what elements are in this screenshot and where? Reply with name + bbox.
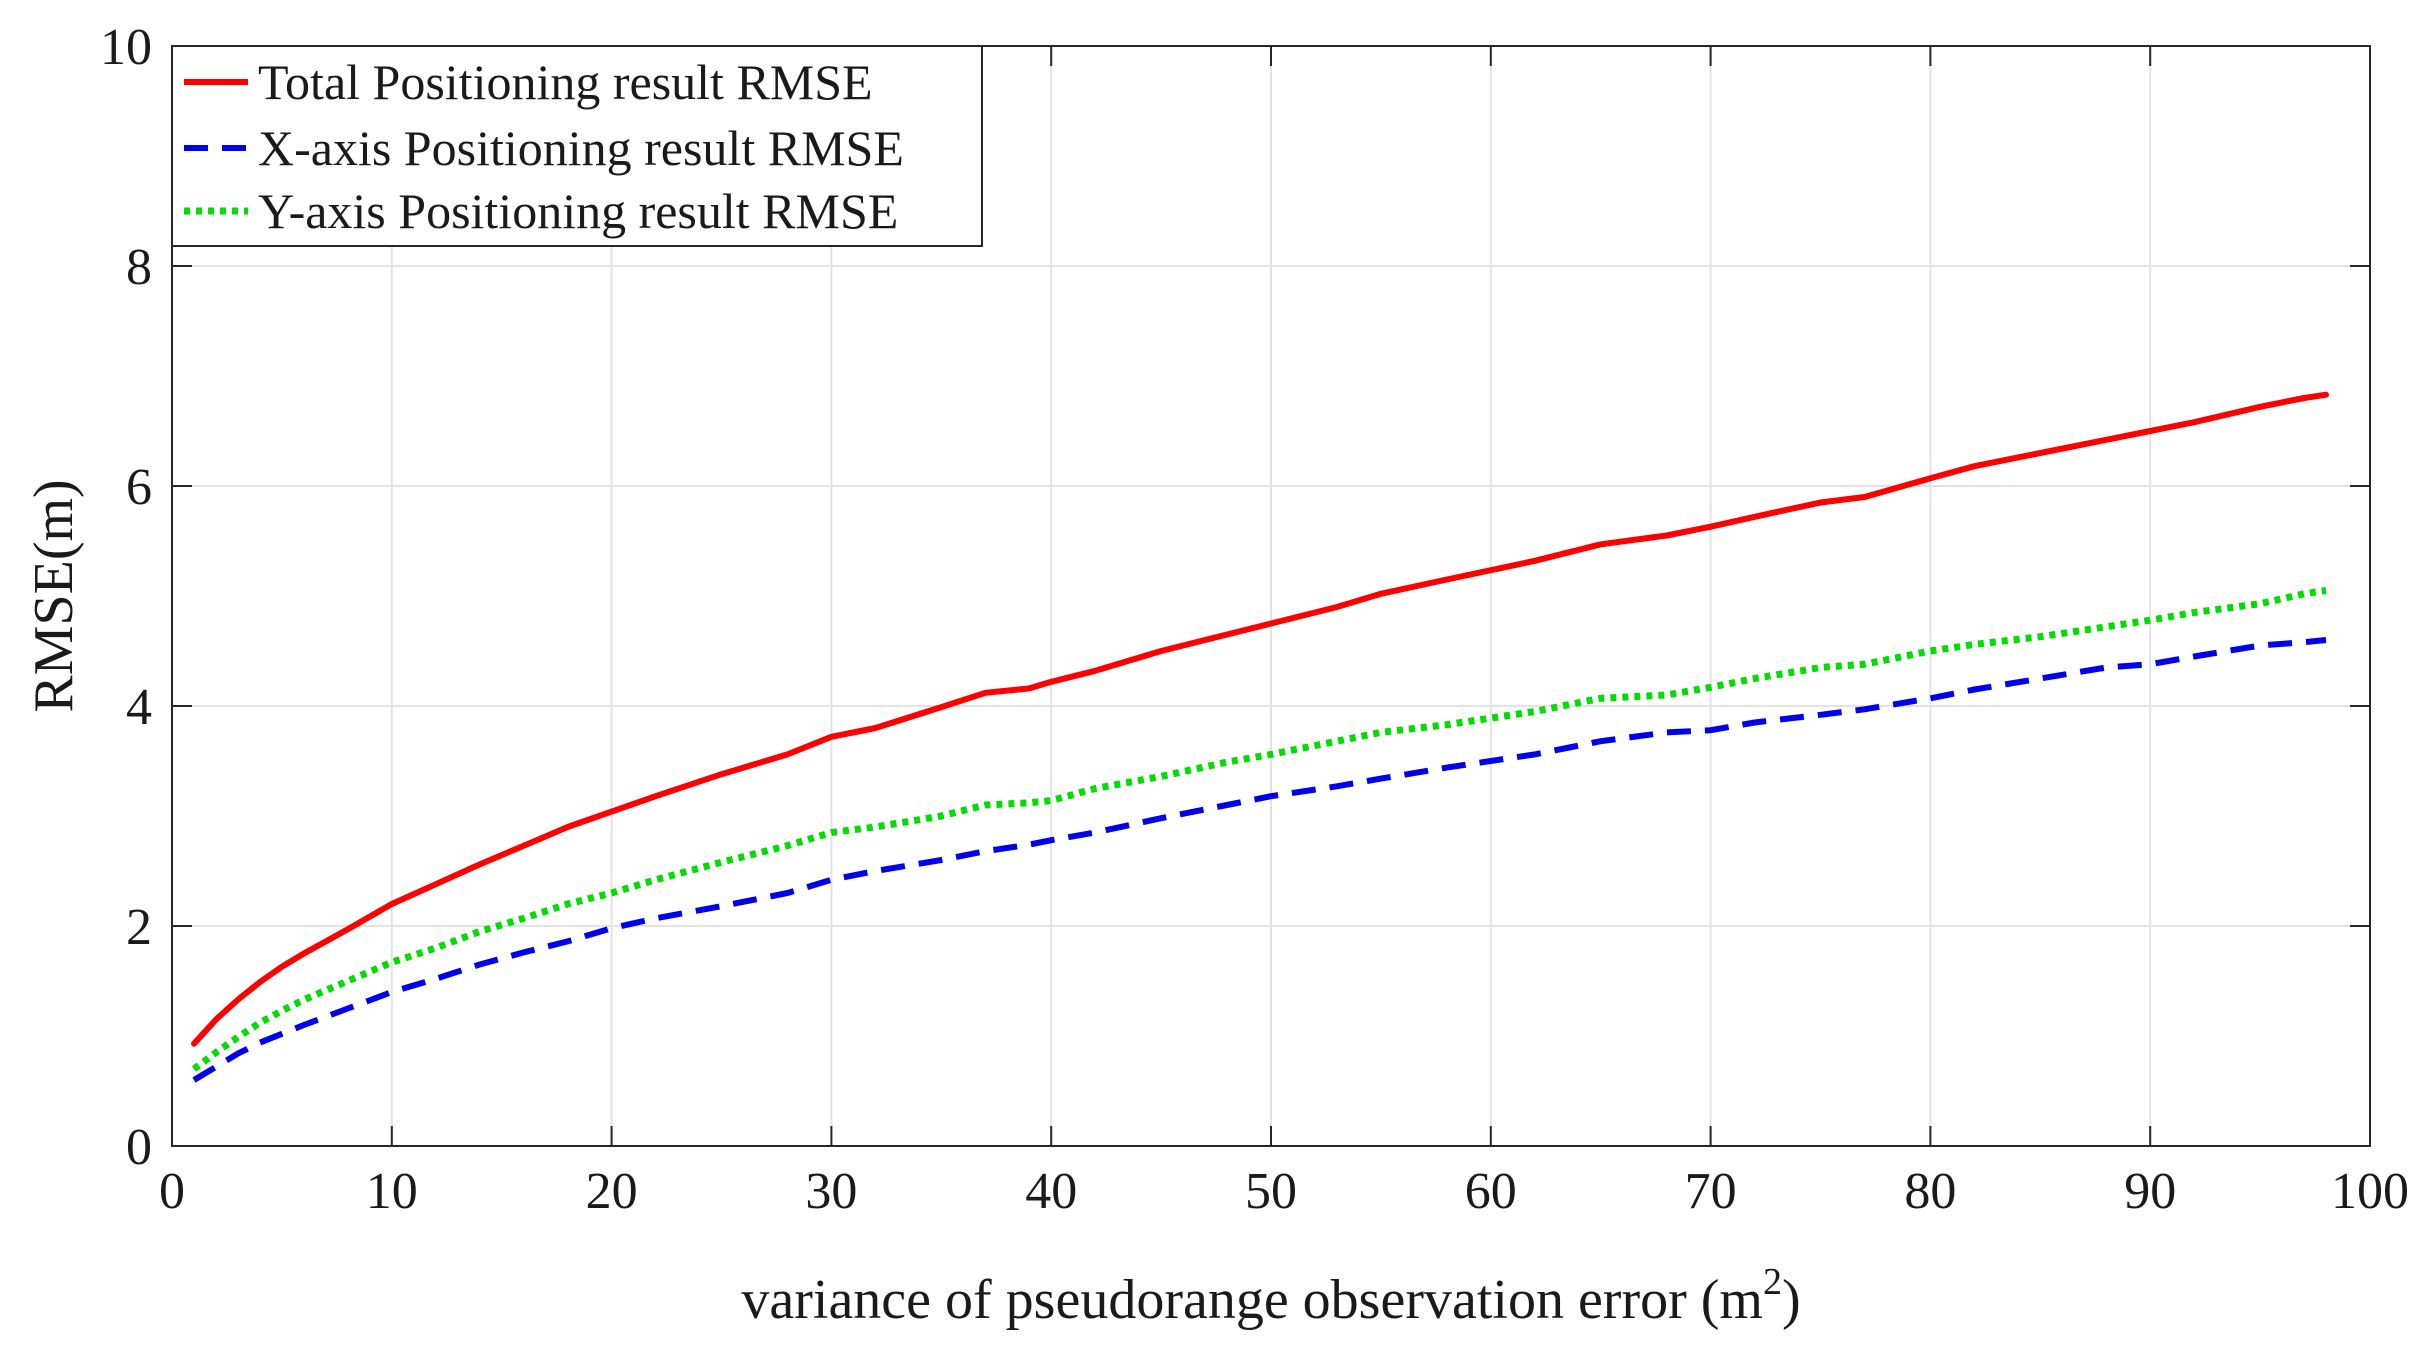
legend-box [171,45,983,247]
grid [172,46,2370,1146]
series-line-y-axis [191,587,2327,1072]
y-tick-label: 4 [126,679,152,736]
y-tick-label: 2 [126,899,152,956]
x-tick-label: 60 [1465,1163,1517,1220]
x-tick-label: 0 [159,1163,185,1220]
y-tick-label: 8 [126,239,152,296]
series-group [191,391,2329,1083]
x-tick-label: 30 [805,1163,857,1220]
legend-label-y-axis: Y-axis Positioning result RMSE [258,183,898,239]
legend: Total Positioning result RMSE X-axis Pos… [171,45,983,247]
x-axis-label: variance of pseudorange observation erro… [741,1261,1800,1331]
series-line-x-axis [192,637,2327,1083]
series-line-total [191,391,2329,1047]
x-axis-label-main: variance of pseudorange observation erro… [741,1269,1763,1331]
x-tick-label: 50 [1245,1163,1297,1220]
x-axis-label-superscript: 2 [1763,1261,1782,1303]
axis-ticks: 0 10 20 30 40 50 60 70 80 90 100 0 2 4 6 8 10 [100,19,2409,1220]
x-tick-label: 90 [2124,1163,2176,1220]
y-axis-label: RMSE(m) [23,479,85,712]
x-tick-label: 40 [1025,1163,1077,1220]
y-tick-label: 0 [126,1119,152,1176]
x-tick-label: 10 [366,1163,418,1220]
y-tick-label: 6 [126,459,152,516]
legend-label-total: Total Positioning result RMSE [258,54,873,110]
x-tick-label: 100 [2331,1163,2409,1220]
y-tick-label: 10 [100,19,152,76]
x-tick-label: 80 [1904,1163,1956,1220]
legend-label-x-axis: X-axis Positioning result RMSE [258,120,904,176]
x-axis-label-suffix: ) [1782,1269,1801,1331]
x-tick-label: 70 [1685,1163,1737,1220]
x-tick-label: 20 [586,1163,638,1220]
